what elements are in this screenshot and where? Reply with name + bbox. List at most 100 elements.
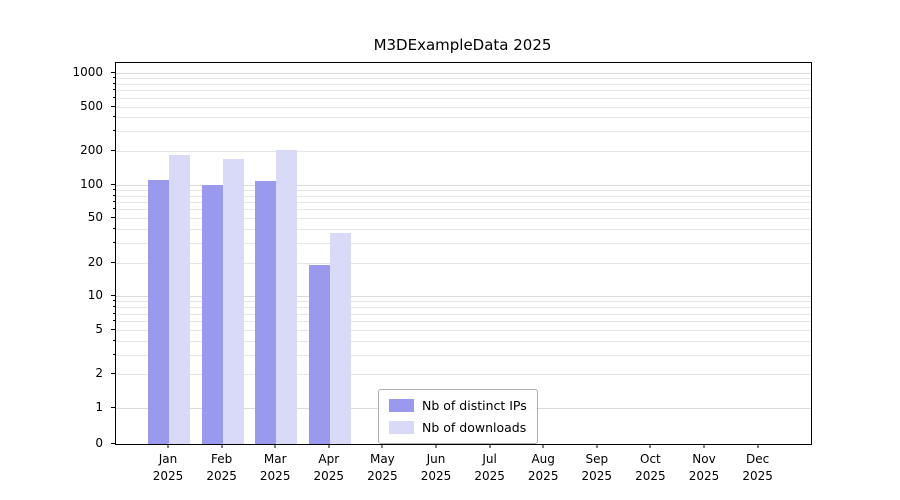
y-minor-tick-mark: [113, 320, 115, 322]
x-tick-mark: [167, 444, 169, 448]
x-tick-label-month: Mar: [263, 452, 287, 466]
x-tick-label: Mar 2025: [260, 451, 291, 485]
x-tick-label: Oct 2025: [635, 451, 666, 485]
gridline: [116, 83, 811, 85]
gridline: [116, 73, 811, 74]
x-tick-mark: [596, 444, 598, 448]
x-tick-mark: [274, 444, 276, 448]
gridline: [116, 202, 811, 203]
chart-title: M3DExampleData 2025: [373, 36, 552, 54]
y-tick-mark: [111, 407, 115, 408]
x-tick-label-year: 2025: [152, 468, 184, 483]
y-tick-mark: [111, 150, 115, 151]
x-tick-label-month: Apr: [318, 452, 340, 466]
y-minor-tick-mark: [113, 353, 115, 355]
gridline: [116, 90, 811, 92]
gridline: [116, 262, 811, 264]
y-minor-tick-mark: [113, 312, 115, 314]
legend-swatch-icon: [389, 421, 414, 434]
legend-label: Nb of downloads: [422, 420, 527, 435]
gridline: [116, 195, 811, 197]
y-tick-label: 2: [95, 366, 103, 381]
x-tick-label-month: Jul: [482, 452, 497, 466]
gridline: [116, 340, 811, 342]
y-tick-label: 10: [87, 288, 103, 303]
x-tick-mark: [649, 444, 651, 448]
y-tick-mark: [111, 295, 115, 297]
x-tick-label-year: 2025: [688, 468, 720, 483]
x-tick-label-year: 2025: [474, 468, 505, 483]
x-tick-label-month: Feb: [210, 452, 233, 466]
gridline: [116, 131, 811, 133]
x-tick-mark: [381, 444, 383, 448]
y-minor-tick-mark: [113, 208, 115, 210]
x-tick-label-year: 2025: [420, 468, 452, 483]
y-tick-label: 20: [87, 254, 103, 269]
y-minor-tick-mark: [113, 96, 115, 98]
y-minor-tick-mark: [113, 201, 115, 202]
bar-apr-downloads: [329, 232, 351, 444]
x-tick-label: Jul 2025: [474, 451, 505, 485]
gridline: [116, 78, 811, 80]
gridline: [116, 97, 811, 99]
x-tick-label: May 2025: [367, 451, 398, 485]
x-tick-label-month: Jan: [158, 452, 178, 466]
y-tick-mark: [111, 183, 115, 185]
x-tick-label: Jun 2025: [421, 451, 452, 485]
x-tick-label: Feb 2025: [206, 451, 237, 485]
y-minor-tick-mark: [113, 228, 115, 230]
y-tick-label: 1000: [72, 65, 103, 79]
x-tick-label: Sep 2025: [582, 451, 613, 485]
y-minor-tick-mark: [113, 89, 115, 91]
legend: Nb of distinct IPs Nb of downloads: [378, 389, 538, 444]
y-tick-label: 100: [80, 176, 103, 191]
bars-layer: [116, 63, 811, 444]
gridline: [116, 296, 811, 298]
gridline: [116, 151, 811, 152]
x-tick-label-year: 2025: [206, 468, 237, 483]
y-minor-tick-mark: [113, 82, 115, 84]
x-tick-label: Aug 2025: [528, 451, 559, 485]
y-minor-tick-mark: [113, 130, 115, 132]
y-minor-tick-mark: [113, 116, 115, 118]
plot-area: Nb of distinct IPs Nb of downloads: [115, 62, 812, 445]
bar-jan-distinct-ips: [148, 180, 169, 444]
x-tick-mark: [328, 444, 330, 448]
y-tick-label: 1: [95, 400, 103, 414]
y-tick-mark: [111, 443, 115, 444]
x-tick-label: Dec 2025: [742, 451, 773, 485]
y-tick-label: 500: [80, 98, 103, 113]
y-tick-label: 50: [87, 210, 103, 225]
x-tick-label-month: Dec: [745, 452, 770, 466]
x-tick-mark: [542, 444, 544, 448]
bar-mar-distinct-ips: [255, 181, 277, 444]
y-axis: 0 1 2 5 10 20 50 100 200 500 1000: [0, 62, 115, 449]
gridline: [116, 329, 811, 331]
y-tick-mark: [111, 72, 115, 73]
x-tick-label: Apr 2025: [314, 451, 345, 485]
gridline: [116, 374, 811, 376]
gridline: [116, 218, 811, 220]
y-minor-tick-mark: [113, 242, 115, 243]
x-tick-label-year: 2025: [367, 468, 398, 483]
x-tick-label: Jan 2025: [153, 451, 184, 485]
x-tick-label-month: May: [369, 452, 395, 466]
y-tick-label: 0: [95, 436, 103, 450]
y-minor-tick-mark: [113, 306, 115, 308]
x-tick-mark: [757, 444, 759, 448]
x-tick-label-year: 2025: [635, 468, 666, 483]
x-axis: Jan 2025 Feb 2025 Mar 2025 Apr 2025 May 2025 Jun 20…: [115, 444, 810, 489]
x-tick-mark: [489, 444, 491, 448]
y-tick-mark: [111, 217, 115, 219]
y-tick-mark: [111, 328, 115, 330]
legend-item: Nb of distinct IPs: [389, 398, 527, 413]
gridline: [116, 117, 811, 119]
x-tick-label-year: 2025: [313, 468, 345, 483]
legend-label: Nb of distinct IPs: [422, 398, 527, 413]
x-tick-label-month: Sep: [585, 452, 609, 466]
gridline: [116, 313, 811, 315]
y-minor-tick-mark: [113, 194, 115, 196]
x-tick-label: Nov 2025: [689, 451, 720, 485]
bar-feb-distinct-ips: [201, 184, 223, 444]
y-tick-mark: [111, 105, 115, 107]
